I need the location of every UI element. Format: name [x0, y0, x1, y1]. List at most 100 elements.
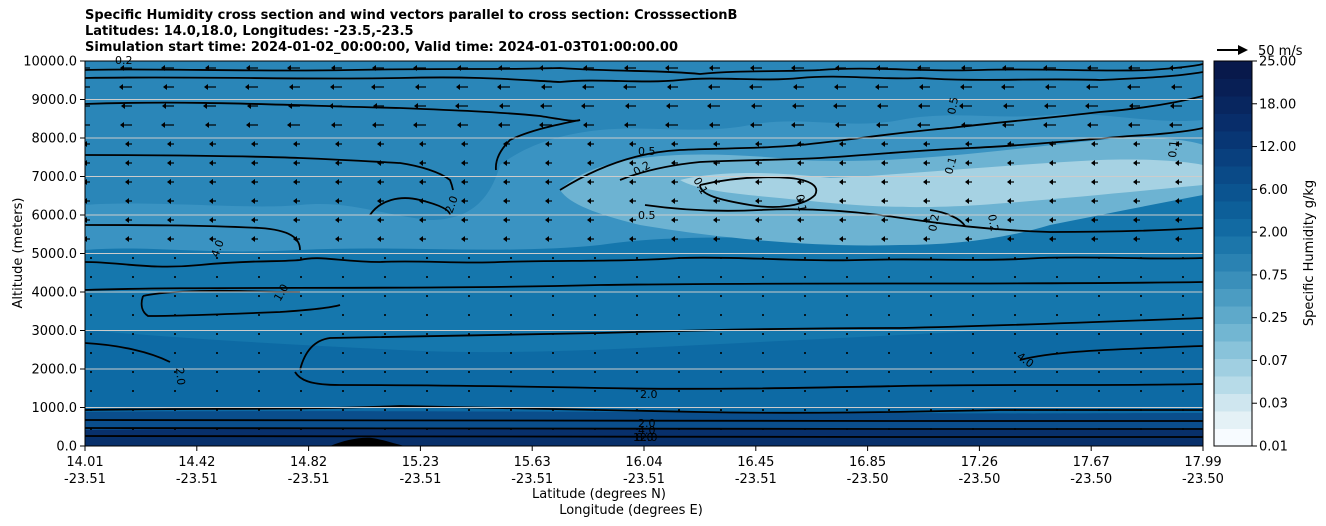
wind-arrowhead	[461, 160, 465, 166]
wind-arrowhead	[503, 217, 507, 223]
wind-arrow	[174, 333, 176, 335]
wind-arrow	[342, 428, 344, 430]
y-tick-label: 8000.0	[32, 132, 78, 147]
wind-arrowhead	[1091, 179, 1095, 185]
wind-arrow	[846, 352, 848, 354]
colorbar-segment	[1214, 148, 1252, 167]
wind-arrow	[1182, 428, 1184, 430]
wind-arrow	[804, 295, 806, 297]
wind-arrowhead	[461, 217, 465, 223]
wind-arrowhead	[413, 65, 417, 71]
wind-arrowhead	[545, 179, 549, 185]
wind-arrow	[300, 428, 302, 430]
wind-arrow	[132, 371, 134, 373]
wind-arrow	[510, 409, 512, 411]
wind-arrow	[174, 409, 176, 411]
wind-arrowhead	[1127, 84, 1131, 90]
wind-arrow	[636, 257, 638, 259]
wind-arrow	[888, 428, 890, 430]
wind-arrowhead	[419, 217, 423, 223]
colorbar-segment	[1214, 393, 1252, 412]
wind-arrowhead	[623, 84, 627, 90]
contour-0.2-mid	[619, 127, 1203, 181]
wind-arrowhead	[419, 198, 423, 204]
wind-arrowhead	[289, 84, 293, 90]
colorbar-segment	[1214, 411, 1252, 429]
wind-arrowhead	[876, 122, 880, 128]
wind-arrow	[216, 352, 218, 354]
wind-arrow	[888, 371, 890, 373]
wind-arrowhead	[629, 198, 633, 204]
contour-label: 0.1	[793, 193, 809, 212]
wind-arrow	[762, 276, 764, 278]
wind-arrowhead	[1049, 141, 1053, 147]
wind-arrowhead	[1129, 103, 1133, 109]
wind-arrow	[804, 352, 806, 354]
wind-arrowhead	[917, 122, 921, 128]
wind-arrow	[132, 428, 134, 430]
contour-2.0-lower	[294, 371, 1203, 390]
wind-arrowhead	[125, 198, 129, 204]
wind-arrowhead	[583, 65, 587, 71]
wind-arrow	[1098, 428, 1100, 430]
wind-arrowhead	[1091, 217, 1095, 223]
wind-arrowhead	[293, 217, 297, 223]
colorbar-segment	[1214, 323, 1252, 342]
wind-arrow	[1140, 295, 1142, 297]
wind-arrowhead	[498, 122, 502, 128]
x-tick-label-lon: -23.51	[511, 472, 553, 487]
wind-arrow	[1182, 371, 1184, 373]
wind-arrowhead	[797, 141, 801, 147]
wind-arrowhead	[1171, 84, 1175, 90]
wind-arrowhead	[587, 141, 591, 147]
wind-arrow	[972, 333, 974, 335]
wind-arrow	[510, 314, 512, 316]
wind-arrow	[216, 409, 218, 411]
wind-arrow	[636, 352, 638, 354]
wind-arrowhead	[1175, 217, 1179, 223]
wind-arrow	[594, 314, 596, 316]
wind-arrowhead	[377, 198, 381, 204]
wind-arrowhead	[707, 103, 711, 109]
wind-arrowhead	[587, 198, 591, 204]
wind-arrow	[594, 352, 596, 354]
wind-arrowhead	[503, 198, 507, 204]
wind-arrow	[216, 276, 218, 278]
contour-2.0-left	[85, 342, 171, 363]
wind-arrowhead	[78, 84, 82, 90]
wind-arrowhead	[1175, 236, 1179, 242]
wind-arrowhead	[881, 198, 885, 204]
wind-arrowhead	[1002, 65, 1006, 71]
wind-arrow	[426, 371, 428, 373]
wind-arrow	[1014, 390, 1016, 392]
humidity-fill-midupper	[85, 61, 1203, 220]
wind-arrowhead	[457, 122, 461, 128]
colorbar-segment	[1214, 253, 1252, 272]
wind-arrow	[678, 333, 680, 335]
wind-arrowhead	[755, 198, 759, 204]
y-axis: 0.0 1000.0 2000.0 3000.0 4000.0 5000.0 6000.0 7…	[23, 55, 85, 455]
wind-arrow	[972, 409, 974, 411]
wind-arrowhead	[755, 141, 759, 147]
wind-arrow	[258, 333, 260, 335]
wind-arrow	[384, 352, 386, 354]
wind-arrowhead	[167, 217, 171, 223]
wind-arrowhead	[755, 160, 759, 166]
contour-0.5-lower	[644, 204, 1203, 233]
wind-arrow	[552, 276, 554, 278]
wind-arrowhead	[205, 122, 209, 128]
colorbar-tick-label: 12.00	[1259, 140, 1296, 155]
wind-arrow	[762, 428, 764, 430]
wind-arrow	[1014, 409, 1016, 411]
wind-arrow	[1182, 257, 1184, 259]
wind-arrowhead	[79, 65, 83, 71]
colorbar-segment	[1214, 218, 1252, 237]
wind-arrowhead	[545, 236, 549, 242]
wind-arrow	[510, 428, 512, 430]
wind-arrow	[846, 295, 848, 297]
wind-arrowhead	[923, 160, 927, 166]
wind-arrow	[300, 257, 302, 259]
wind-arrowhead	[961, 122, 965, 128]
wind-arrow	[1140, 333, 1142, 335]
wind-arrowhead	[1133, 160, 1137, 166]
